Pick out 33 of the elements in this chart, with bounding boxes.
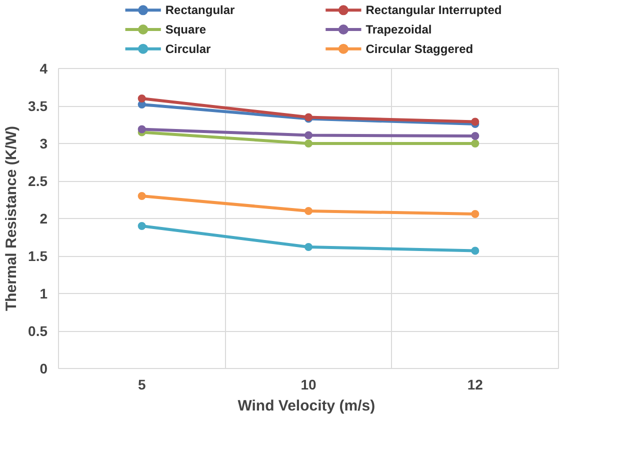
y-tick-label: 0.5 [28,323,48,339]
y-axis-title: Thermal Resistance (K/W) [3,126,20,312]
y-tick-label: 2 [40,210,48,226]
point [138,94,146,102]
legend-label: Rectangular [165,3,236,18]
point [138,192,146,200]
y-tick-label: 1.5 [28,248,48,264]
legend-label: Circular [165,42,212,56]
point [471,210,480,218]
point [304,207,312,215]
legend-label: Trapezoidal [366,22,432,36]
y-tick-label: 0 [40,360,48,376]
x-tick-label: 10 [300,376,316,392]
x-axis-title: Wind Velocity (m/s) [238,398,376,414]
y-tick-label: 1 [40,286,48,302]
point [304,131,312,140]
y-tick-label: 3.5 [28,98,48,114]
x-tick-label: 5 [138,376,146,392]
point [471,132,480,140]
point [471,246,480,255]
point [304,243,312,251]
y-tick-label: 2.5 [28,173,48,189]
point [471,118,480,126]
legend-label: Rectangular Interrupted [366,3,502,18]
point [138,222,146,230]
legend-label: Square [165,22,206,36]
y-tick-label: 4 [40,60,48,76]
point [304,140,312,148]
point [471,140,480,148]
x-tick-label: 12 [467,376,484,392]
point [138,125,146,134]
legend-label: Circular Staggered [366,42,474,56]
y-tick-label: 3 [40,136,48,152]
